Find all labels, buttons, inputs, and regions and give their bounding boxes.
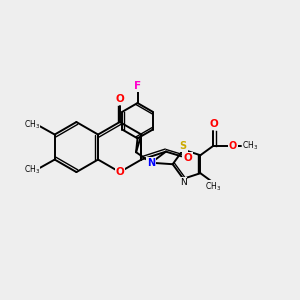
- Text: O: O: [116, 94, 124, 104]
- Text: O: O: [210, 119, 218, 130]
- Text: CH$_3$: CH$_3$: [205, 181, 221, 194]
- Text: CH$_3$: CH$_3$: [24, 163, 40, 175]
- Text: CH$_3$: CH$_3$: [24, 118, 40, 131]
- Text: O: O: [116, 167, 124, 177]
- Text: N: N: [147, 158, 155, 168]
- Text: S: S: [180, 141, 187, 151]
- Text: O: O: [183, 153, 192, 163]
- Text: N: N: [180, 178, 187, 187]
- Text: O: O: [229, 141, 237, 151]
- Text: F: F: [134, 81, 141, 91]
- Text: CH$_3$: CH$_3$: [242, 140, 258, 152]
